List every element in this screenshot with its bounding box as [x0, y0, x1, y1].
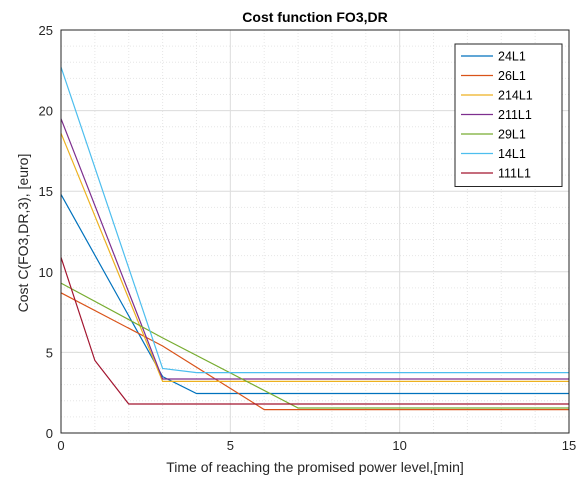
- x-tick-label: 15: [562, 438, 576, 453]
- legend-label: 24L1: [498, 50, 526, 64]
- legend: 24L1 26L1 214L1 211L1 29L1 14L1 111L1: [455, 44, 562, 187]
- legend-label: 111L1: [498, 167, 531, 181]
- x-tick-label: 5: [227, 438, 234, 453]
- legend-label: 214L1: [498, 89, 533, 103]
- legend-label: 211L1: [498, 108, 532, 122]
- y-tick-label: 25: [39, 23, 53, 38]
- y-tick-label: 10: [39, 265, 53, 280]
- x-tick-label: 0: [57, 438, 64, 453]
- y-tick-label: 15: [39, 184, 53, 199]
- y-tick-label: 20: [39, 104, 53, 119]
- legend-label: 14L1: [498, 147, 526, 161]
- x-axis-label: Time of reaching the promised power leve…: [166, 459, 464, 475]
- legend-label: 29L1: [498, 128, 526, 142]
- series-line-29L1: [61, 283, 569, 408]
- x-tick-label: 10: [392, 438, 406, 453]
- x-ticks: 0 5 10 15: [57, 438, 576, 453]
- y-tick-label: 0: [46, 426, 53, 441]
- y-axis-label: Cost C(FO3,DR,3), [euro]: [15, 154, 31, 313]
- legend-label: 26L1: [498, 69, 526, 83]
- series-line-26L1: [61, 293, 569, 410]
- y-ticks: 0 5 10 15 20 25: [39, 23, 53, 441]
- y-tick-label: 5: [46, 345, 53, 360]
- chart-title: Cost function FO3,DR: [242, 9, 387, 25]
